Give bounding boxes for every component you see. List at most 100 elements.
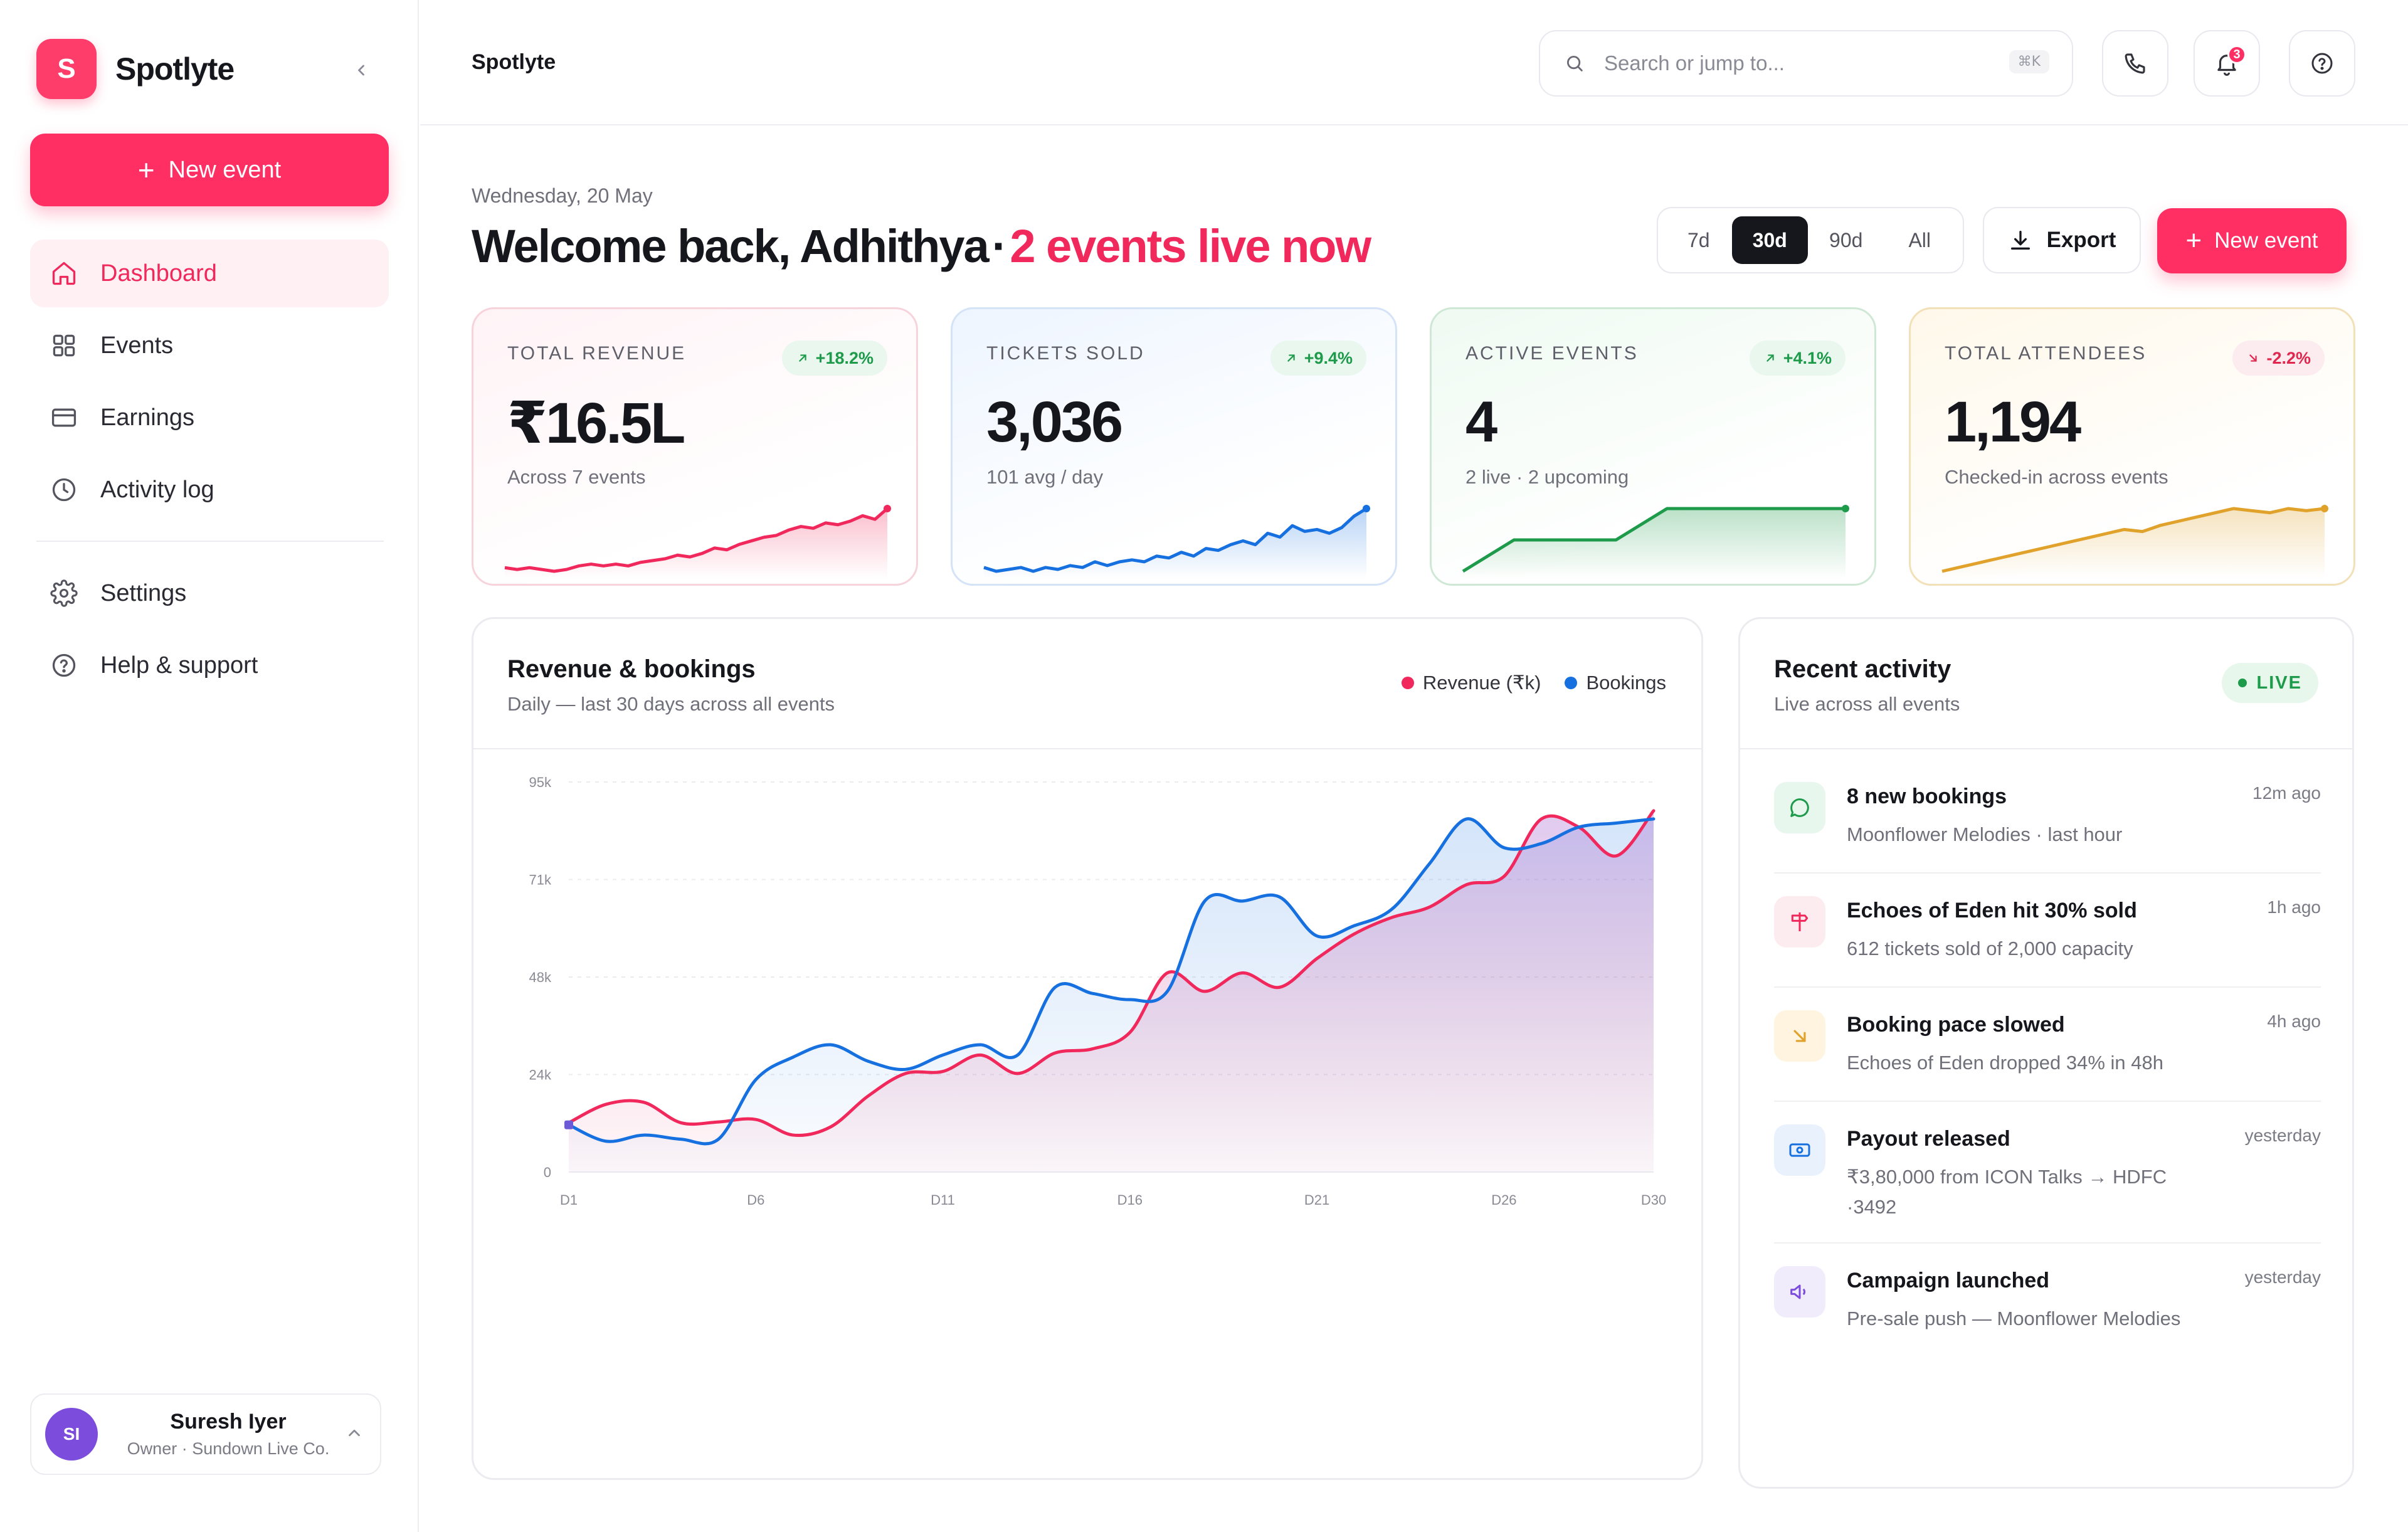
kpi-delta-badge: +9.4% bbox=[1270, 341, 1366, 376]
activity-time: yesterday bbox=[2244, 1126, 2321, 1145]
y-tick-label: 48k bbox=[529, 969, 552, 985]
new-event-button-sidebar[interactable]: + New event bbox=[30, 134, 389, 206]
bookings-point bbox=[976, 1041, 984, 1049]
kpi-value: 3,036 bbox=[986, 390, 1123, 454]
new-event-label: New event bbox=[168, 156, 282, 183]
kpi-value: ₹16.5L bbox=[507, 391, 685, 455]
revenue-point bbox=[976, 1051, 984, 1059]
activity-time: yesterday bbox=[2244, 1267, 2321, 1287]
search-placeholder: Search or jump to... bbox=[1604, 51, 1785, 75]
bookings-point bbox=[1425, 860, 1433, 868]
sidebar-item-earnings[interactable]: Earnings bbox=[30, 384, 389, 452]
sidebar-item-events[interactable]: Events bbox=[30, 312, 389, 379]
activity-description: Moonflower Melodies · last hour bbox=[1847, 823, 2123, 845]
activity-description: 612 tickets sold of 2,000 capacity bbox=[1847, 938, 2133, 959]
panel-subtitle: Daily — last 30 days across all events bbox=[507, 693, 835, 715]
bookings-point bbox=[1500, 844, 1508, 852]
revenue-bookings-chart[interactable]: 0 24k 48k 71k 95k D1 D6 D11 D16 D21 D26 D30 bbox=[486, 769, 1677, 1271]
topbar: Spotlyte Search or jump to... ⌘K 3 bbox=[420, 0, 2408, 125]
revenue-point bbox=[864, 1092, 872, 1100]
revenue-point bbox=[1538, 815, 1545, 823]
sidebar-item-label: Settings bbox=[100, 579, 187, 606]
sidebar: S Spotlyte + New event Dashboard Events … bbox=[0, 0, 419, 1532]
welcome-heading: Welcome back, Adhithya·2 events live now bbox=[472, 219, 1371, 273]
export-label: Export bbox=[2046, 228, 2116, 252]
revenue-point bbox=[827, 1123, 835, 1131]
activity-divider bbox=[1774, 1242, 2321, 1244]
help-button[interactable] bbox=[2289, 30, 2355, 97]
call-button[interactable] bbox=[2102, 30, 2168, 97]
bookings-point bbox=[1575, 823, 1583, 831]
live-events-text: 2 events live now bbox=[1010, 220, 1371, 272]
plus-icon: + bbox=[2185, 225, 2202, 256]
sidebar-item-help[interactable]: Help & support bbox=[30, 631, 389, 699]
range-90d-button[interactable]: 90d bbox=[1829, 228, 1863, 251]
brand[interactable]: S Spotlyte bbox=[36, 39, 235, 99]
cash-icon bbox=[1774, 1124, 1825, 1176]
range-7d-button[interactable]: 7d bbox=[1687, 228, 1710, 251]
legend-item-revenue[interactable]: Revenue (₹k) bbox=[1401, 672, 1541, 694]
user-role: Owner · Sundown Live Co. bbox=[127, 1439, 330, 1458]
current-date: Wednesday, 20 May bbox=[472, 184, 653, 207]
export-button[interactable]: Export bbox=[1983, 207, 2141, 273]
revenue-bookings-panel: Revenue & bookings Daily — last 30 days … bbox=[472, 617, 1703, 1480]
revenue-point bbox=[1650, 807, 1657, 815]
gear-icon bbox=[49, 578, 79, 608]
sidebar-item-label: Activity log bbox=[100, 476, 214, 503]
revenue-point bbox=[1500, 873, 1508, 880]
chart-legend: Revenue (₹k) Bookings bbox=[1378, 672, 1666, 694]
kpi-card-total-revenue[interactable]: TOTAL REVENUE +18.2% ₹16.5L Across 7 eve… bbox=[472, 307, 918, 586]
sparkline-area bbox=[984, 509, 1366, 579]
revenue-point bbox=[1163, 969, 1171, 976]
bookings-point bbox=[1126, 996, 1134, 1003]
sidebar-item-dashboard[interactable]: Dashboard bbox=[30, 240, 389, 307]
kpi-card-total-attendees[interactable]: TOTAL ATTENDEES -2.2% 1,194 Checked-in a… bbox=[1909, 307, 2355, 586]
activity-time: 12m ago bbox=[2252, 783, 2321, 803]
sidebar-item-label: Help & support bbox=[100, 652, 258, 679]
search-input[interactable]: Search or jump to... ⌘K bbox=[1539, 30, 2073, 97]
revenue-line bbox=[567, 809, 1656, 1137]
y-tick-label: 24k bbox=[529, 1067, 552, 1083]
welcome-text: Welcome back, Adhithya bbox=[472, 220, 990, 272]
sparkline-line bbox=[1941, 507, 2325, 573]
sparkline-end-point bbox=[884, 505, 891, 512]
megaphone-icon bbox=[1774, 1266, 1825, 1318]
legend-item-bookings[interactable]: Bookings bbox=[1565, 672, 1666, 694]
collapse-sidebar-button[interactable] bbox=[349, 58, 374, 83]
x-tick-label: D21 bbox=[1304, 1192, 1329, 1208]
user-profile-card[interactable]: SI Suresh Iyer Owner · Sundown Live Co. bbox=[30, 1393, 381, 1475]
new-event-button[interactable]: + New event bbox=[2157, 208, 2347, 273]
panel-title: Recent activity bbox=[1774, 655, 1951, 683]
chevron-up-icon bbox=[349, 1429, 360, 1437]
revenue-point bbox=[1388, 914, 1395, 921]
kpi-card-active-events[interactable]: ACTIVE EVENTS +4.1% 4 2 live · 2 upcomin… bbox=[1430, 307, 1876, 586]
revenue-point bbox=[1201, 988, 1208, 995]
x-tick-label: D1 bbox=[560, 1192, 578, 1208]
x-tick-label: D16 bbox=[1117, 1192, 1143, 1208]
activity-time: 4h ago bbox=[2267, 1012, 2321, 1031]
bookings-point bbox=[1313, 932, 1321, 940]
chat-icon bbox=[1774, 782, 1825, 833]
activity-description: Pre-sale push — Moonflower Melodies bbox=[1847, 1307, 2181, 1329]
x-tick-label: D11 bbox=[931, 1192, 955, 1208]
revenue-point bbox=[1014, 1070, 1022, 1077]
notifications-button[interactable]: 3 bbox=[2194, 30, 2260, 97]
kpi-card-tickets-sold[interactable]: TICKETS SOLD +9.4% 3,036 101 avg / day bbox=[951, 307, 1397, 586]
kpi-delta-value: +9.4% bbox=[1304, 348, 1353, 367]
sidebar-item-activity-log[interactable]: Activity log bbox=[30, 456, 389, 524]
revenue-point bbox=[1089, 1045, 1096, 1053]
recent-activity-panel: Recent activity Live across all events L… bbox=[1738, 617, 2354, 1489]
range-all-button[interactable]: All bbox=[1908, 228, 1931, 251]
download-icon bbox=[2008, 228, 2033, 253]
bookings-point bbox=[752, 1076, 759, 1084]
sparkline-line bbox=[504, 507, 889, 573]
revenue-point bbox=[603, 1101, 610, 1108]
kpi-delta-badge: +4.1% bbox=[1749, 341, 1846, 376]
sidebar-item-settings[interactable]: Settings bbox=[30, 559, 389, 627]
bookings-point bbox=[603, 1138, 610, 1145]
activity-title: Campaign launched bbox=[1847, 1269, 2050, 1292]
range-30d-button[interactable]: 30d bbox=[1731, 216, 1809, 264]
activity-title: Echoes of Eden hit 30% sold bbox=[1847, 899, 2137, 922]
activity-title: Booking pace slowed bbox=[1847, 1013, 2065, 1037]
bookings-point bbox=[1201, 897, 1208, 905]
